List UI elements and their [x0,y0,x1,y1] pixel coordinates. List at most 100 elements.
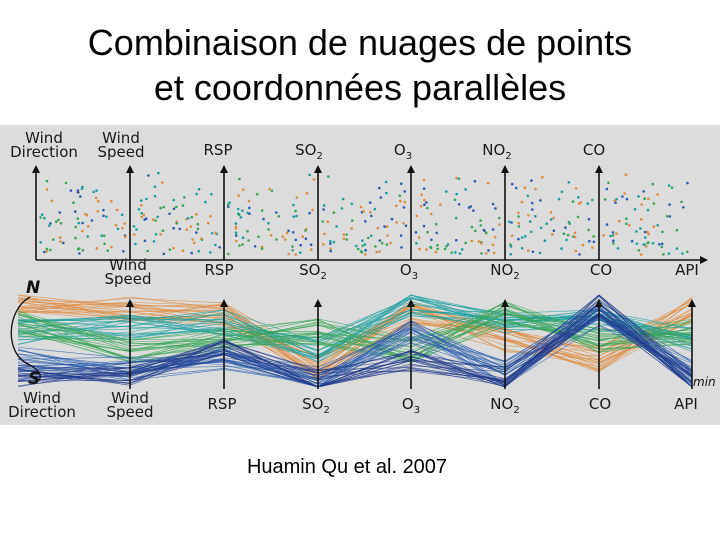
scatter-point [189,225,193,228]
polyline [17,318,693,388]
label-line: SO [302,395,323,413]
scatter-point [299,243,303,247]
slide-title: Combinaison de nuages de points et coord… [0,20,720,110]
scatter-point [308,211,311,215]
label-line: NO [490,395,513,413]
scatter-point [294,238,298,242]
scatter-point [183,196,186,199]
scatter-point [269,234,273,237]
scatter-point [517,222,521,225]
scatter-point [464,241,468,245]
scatter-point [260,245,264,249]
label-line: SO [299,261,320,279]
scatter-point [45,188,49,191]
scatter-point [359,250,363,253]
scatter-point [445,245,448,248]
polyline [17,308,693,388]
polyline [17,311,693,359]
scatter-point [549,211,553,214]
scatter-point [305,191,309,195]
scatter-point [369,210,372,214]
scatter-point [402,222,405,225]
parallel-axis-4-arrowhead [407,299,415,307]
title-line-1: Combinaison de nuages de points [87,22,633,63]
scatter-point [491,228,495,231]
scatter-point [510,234,514,237]
scatter-point [43,250,46,254]
label-subscript: 2 [316,151,322,162]
scatter-point [646,208,650,212]
scatter-point [362,209,365,213]
scatter-point [195,192,198,196]
scatter-point [640,203,643,206]
scatter-point [586,202,590,205]
scatter-point [541,175,544,179]
scatter-point [121,226,124,230]
title-line-2: et coordonnées parallèles [153,67,567,108]
label-subscript: 2 [505,151,511,162]
label-line: Speed [104,270,151,288]
scatter-vertical-axis-1-arrowhead [32,165,40,173]
scatter-point [186,216,190,220]
label-subscript: 3 [414,405,420,416]
scatter-point [86,225,90,228]
scatter-point [635,230,638,233]
scatter-point [545,222,548,225]
label-line: O [402,395,414,413]
scatter-point [414,231,418,234]
scatter-point [660,242,664,246]
scatter-point [581,243,585,247]
scatter-point [560,190,564,194]
scatter-point [417,236,421,239]
scatter-point [193,241,196,245]
scatter-point [378,186,381,190]
scatter-point [479,219,482,222]
scatter-point [76,217,80,220]
scatter-point [422,224,426,228]
scatter-point [106,249,109,252]
scatter-point [538,251,542,255]
scatter-point [145,197,148,201]
scatter-point [172,246,175,250]
scatter-point [74,225,77,229]
scatter-point [209,251,212,254]
scatter-point [643,230,647,234]
scatter-point [342,233,346,236]
polyline [17,305,693,388]
scatter-point [400,246,403,249]
scatter-point [587,228,590,232]
scatter-point [435,231,439,235]
scatter-point [615,232,618,235]
scatter-point [294,209,297,213]
scatter-point [226,203,230,206]
scatter-point [247,199,251,203]
scatter-point [323,232,326,236]
scatter-point [482,228,486,232]
polyline [17,301,693,353]
scatter-point [257,235,260,239]
top-label-wind-direction: Wind Direction [10,129,78,161]
scatter-point [658,243,661,246]
scatter-point [625,197,629,201]
scatter-point [190,215,194,219]
scatter-point [577,196,580,199]
scatter-point [144,217,148,220]
scatter-panel-7 [602,173,689,256]
scatter-point [195,231,198,234]
scatter-point [479,224,483,227]
scatter-point [77,221,81,225]
polyline [17,312,693,347]
scatter-point [435,222,438,226]
scatter-point [154,233,158,236]
scatter-point [574,187,578,190]
scatter-point [375,250,379,254]
scatter-point [79,195,82,198]
scatter-point [454,251,457,254]
scatter-point [292,203,295,207]
bottom-label-wind-speed: Wind Speed [106,389,153,421]
scatter-point [159,206,162,210]
scatter-point [539,199,542,202]
scatter-point [667,252,671,255]
scatter-vertical-axis-7-arrowhead [595,165,603,173]
scatter-point [122,250,125,253]
